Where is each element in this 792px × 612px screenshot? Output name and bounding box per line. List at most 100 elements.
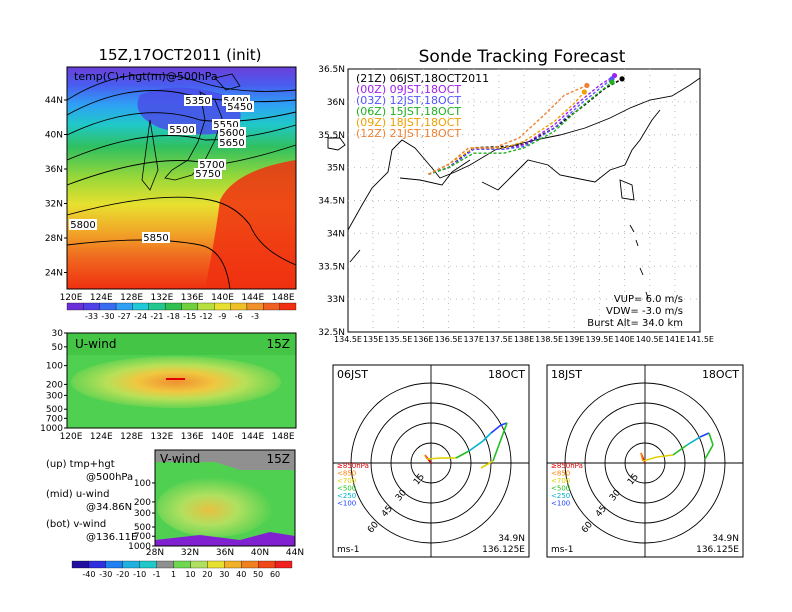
contour-label: 5750 [195, 169, 220, 180]
legend-entry: (12Z) 21JST,18OCT [356, 127, 461, 140]
hodograph-lon: 136.125E [482, 545, 525, 555]
param-text: VUP= 6.0 m/s [614, 294, 683, 305]
lat-tick-label: 36N [327, 98, 345, 108]
uwind-upper-band [67, 333, 296, 355]
hodograph-legend-entry: <100 [551, 500, 570, 508]
vwind-label: V-wind [160, 452, 200, 466]
contour-label-bg [69, 219, 97, 230]
warm-pool [205, 160, 296, 289]
lon-tick-label: 141E [665, 335, 685, 344]
hodograph-segment [480, 460, 494, 469]
map-frame [66, 66, 297, 290]
panel-notes: (up) tmp+hgt @500hPa (mid) u-wind @34.86N (b… [46, 459, 137, 543]
hodograph-legend-entry: <250 [551, 492, 570, 500]
lat-tick-label: 32N [181, 548, 199, 558]
colorbar-swatch [274, 560, 293, 569]
contour-label-bg [218, 137, 246, 148]
param-text: Burst Alt= 34.0 km [587, 318, 683, 329]
hodograph-18jst: 18JST 18OCT15304560ms-134.9N136.125E≥850h… [546, 364, 744, 558]
contour-label-bg [226, 101, 254, 112]
legend-entry: (09Z) 18JST,18OCT [356, 116, 461, 129]
right-title: Sonde Tracking Forecast [419, 47, 626, 67]
uwind-jet [71, 356, 281, 408]
colorbar-label: -18 [167, 312, 180, 321]
hodograph-segment [699, 432, 710, 438]
lat-tick-label: 32.5N [318, 328, 345, 338]
lon-tick-label: 132E [150, 293, 173, 303]
lon-tick-label: 137.5E [485, 335, 513, 344]
hodograph-segment [640, 452, 644, 462]
lon-tick-label: 140.5E [636, 335, 664, 344]
hodograph-legend-entry: <850 [337, 470, 356, 478]
hodograph-legend-entry: ≥850hPa [551, 462, 583, 470]
hodograph-legend-entry: <500 [551, 485, 570, 493]
lon-tick-label: 137E [464, 335, 484, 344]
track-endpoint [609, 79, 615, 85]
hodograph-legend-entry: <700 [551, 477, 570, 485]
colorbar-label: -3 [251, 312, 259, 321]
legend-entry: (06Z) 15JST,18OCT [356, 105, 461, 118]
hodograph-lat: 34.9N [712, 534, 739, 544]
lon-tick-label: 132E [150, 432, 173, 442]
colorbar-swatch [115, 302, 133, 311]
lon-tick-label: 120E [60, 293, 83, 303]
track-line [428, 78, 613, 175]
lon-tick-label: 140E [211, 432, 234, 442]
uwind-lon-axis: 120E 124E 128E 132E 136E 140E 144E 148E [60, 432, 295, 442]
colorbar-swatch [164, 302, 182, 311]
colorbar-swatch [207, 560, 225, 569]
pressure-tick-label: 200 [46, 380, 63, 390]
colorbar-swatch [83, 302, 100, 311]
colorbar-swatch [156, 560, 174, 569]
lat-tick-label: 33.5N [318, 262, 345, 272]
contour-label: 5450 [227, 102, 252, 113]
map-label: temp(C)+hgt(m)@500hPa [74, 70, 218, 83]
colorbar-swatch [197, 302, 215, 311]
vwind-core [157, 477, 273, 537]
hodograph-legend-entry: <100 [337, 500, 356, 508]
track-line [428, 84, 588, 175]
note-text: (bot) v-wind [46, 519, 106, 530]
colorbar-label: -30 [101, 312, 114, 321]
lat-tick-label: 32N [45, 200, 63, 210]
pressure-tick-label: 1000 [40, 424, 63, 434]
left-lon-axis: 120E 124E 128E 132E 136E 140E 144E 148E [60, 293, 295, 303]
hodograph-segment [672, 444, 688, 456]
colorbar-swatch [71, 560, 90, 569]
wind-colorbar: -40 -30 -20 -10 -1 1 10 20 30 40 50 60 [71, 560, 293, 579]
colorbar-swatch [246, 302, 264, 311]
lon-tick-label: 128E [120, 432, 143, 442]
pressure-tick-label: 700 [46, 414, 63, 424]
contour-label-bg [218, 127, 246, 138]
hodograph-time: 18JST [551, 368, 582, 381]
colorbar-label: -6 [235, 312, 243, 321]
pressure-tick-label: 500 [46, 405, 63, 415]
contour-label-bg [142, 232, 170, 243]
hodograph-segment [686, 436, 701, 446]
hodograph-legend-entry: <850 [551, 470, 570, 478]
track-lon-axis: 134.5E 135E 135.5E 136E 136.5E 137E 137.5E 138E… [334, 335, 714, 344]
hodograph-time: 06JST [337, 368, 368, 381]
pressure-tick-label: 500 [134, 523, 151, 533]
hodograph-legend-entry: <700 [337, 477, 356, 485]
hodograph-segment [500, 422, 508, 426]
temperature-map: temp(C)+hgt(m)@500hPa 535054005450550055… [45, 66, 297, 303]
lat-tick-label: 35.5N [318, 131, 345, 141]
colorbar-label: -15 [183, 312, 196, 321]
hodograph-segment [426, 457, 442, 460]
hodograph-segment [424, 454, 428, 460]
pressure-tick-label: 30 [52, 329, 64, 339]
pressure-tick-label: 300 [134, 509, 151, 519]
vwind-frame [154, 449, 296, 547]
hodograph-lat: 34.9N [498, 534, 525, 544]
lon-tick-label: 128E [120, 293, 143, 303]
pressure-tick-label: 50 [52, 343, 64, 353]
pressure-tick-label: 200 [134, 498, 151, 508]
colorbar-label: 40 [236, 570, 246, 579]
lon-tick-label: 138E [514, 335, 534, 344]
hodograph-segment [482, 432, 492, 442]
colorbar-label: -24 [134, 312, 147, 321]
hodograph-legend-entry: <250 [337, 492, 356, 500]
